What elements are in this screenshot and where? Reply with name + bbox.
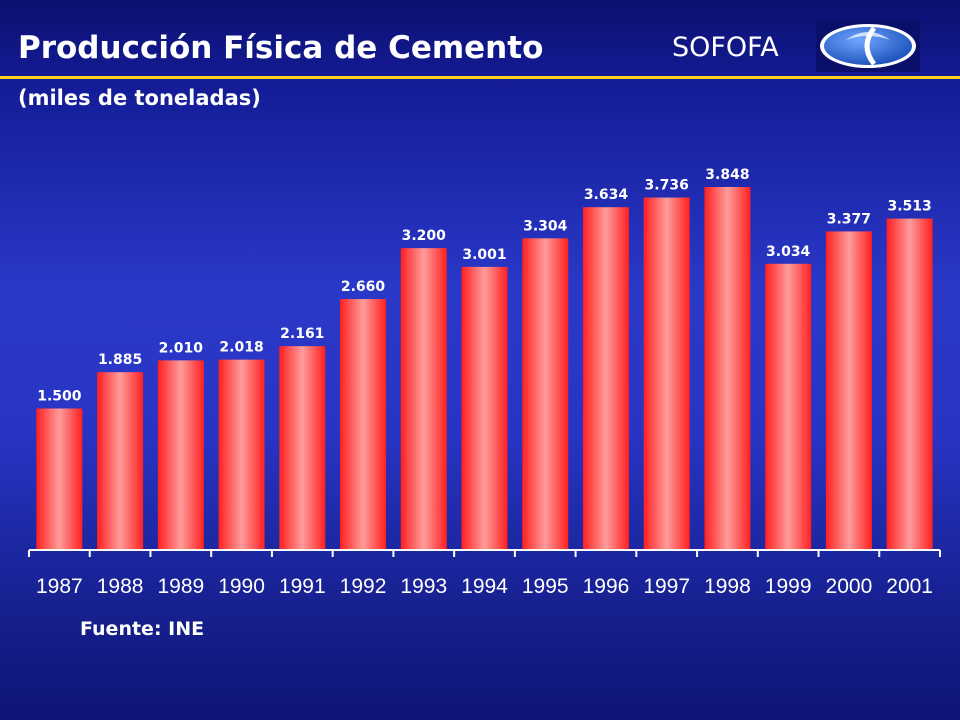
x-tick-label-1995: 1995: [522, 575, 569, 598]
bar-1991: [279, 346, 326, 550]
data-label-2001: 3.513: [887, 199, 931, 215]
data-label-1998: 3.848: [705, 167, 749, 183]
chart-subtitle: (miles de toneladas): [18, 86, 261, 110]
data-label-1999: 3.034: [766, 244, 811, 260]
bar-1999: [765, 263, 812, 550]
bar-1987: [36, 408, 83, 550]
x-tick-label-1999: 1999: [765, 575, 812, 598]
data-label-1994: 3.001: [462, 247, 506, 263]
x-tick-label-1989: 1989: [157, 575, 204, 598]
data-label-1991: 2.161: [280, 326, 324, 342]
bar-1998: [704, 187, 751, 550]
source-note: Fuente: INE: [80, 618, 205, 640]
x-tick-label-1994: 1994: [461, 575, 508, 598]
x-tick-label-1997: 1997: [643, 575, 690, 598]
x-tick-label-2001: 2001: [886, 575, 933, 598]
data-label-1987: 1.500: [37, 388, 82, 404]
x-tick-label-1996: 1996: [583, 575, 630, 598]
bar-1992: [340, 299, 387, 550]
bar-1997: [643, 197, 690, 550]
x-tick-label-1992: 1992: [340, 575, 387, 598]
data-label-1993: 3.200: [402, 228, 447, 244]
x-tick-label-2000: 2000: [826, 575, 873, 598]
data-label-1997: 3.736: [645, 178, 689, 194]
bar-1993: [400, 248, 447, 550]
page-title: Producción Física de Cemento: [18, 30, 544, 66]
bar-1995: [522, 238, 569, 550]
bar-2001: [886, 218, 933, 551]
brand-name: SOFOFA: [672, 32, 779, 63]
data-label-1989: 2.010: [159, 340, 204, 356]
bar-1989: [157, 360, 204, 550]
bar-1990: [218, 359, 265, 550]
x-tick-label-1990: 1990: [218, 575, 265, 598]
data-label-1995: 3.304: [523, 218, 568, 234]
bar-1988: [97, 372, 144, 550]
bar-1996: [582, 207, 629, 551]
x-tick-label-1993: 1993: [400, 575, 447, 598]
bar-2000: [825, 231, 872, 551]
title-underline: [0, 76, 960, 79]
data-label-1992: 2.660: [341, 279, 386, 295]
data-label-1996: 3.634: [584, 187, 629, 203]
data-label-1988: 1.885: [98, 352, 142, 368]
x-tick-label-1998: 1998: [704, 575, 751, 598]
sofofa-logo-icon: [816, 20, 920, 72]
data-label-2000: 3.377: [827, 211, 871, 227]
x-tick-label-1987: 1987: [36, 575, 83, 598]
x-tick-label-1991: 1991: [279, 575, 326, 598]
x-tick-label-1988: 1988: [97, 575, 144, 598]
data-label-1990: 2.018: [219, 340, 263, 356]
bar-1994: [461, 266, 508, 550]
